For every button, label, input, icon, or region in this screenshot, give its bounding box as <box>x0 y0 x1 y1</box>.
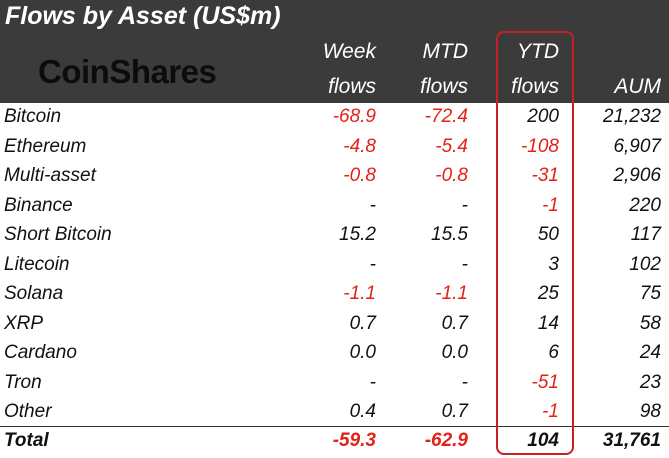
week-value: 15.2 <box>339 224 376 245</box>
asset-name: Litecoin <box>4 253 70 275</box>
asset-name: Tron <box>4 371 42 393</box>
week-value: -0.8 <box>343 165 376 186</box>
ytd-value: 14 <box>537 312 559 334</box>
total-mtd: -62.9 <box>424 430 468 451</box>
table-header: CoinShares Week flows MTD flows YTD flow… <box>0 36 669 103</box>
asset-name: Bitcoin <box>4 106 62 127</box>
aum-value: 117 <box>630 224 661 245</box>
mtd-value: 0.0 <box>441 342 468 363</box>
header-week-line2: flows <box>328 75 376 98</box>
week-value: -1.1 <box>343 283 376 304</box>
ytd-value: 200 <box>527 106 559 127</box>
table-row: Bitcoin -68.9 -72.4 200 21,232 <box>0 103 669 133</box>
week-value: - <box>369 371 376 393</box>
total-label: Total <box>4 430 49 451</box>
header-ytd-line2: flows <box>511 75 559 98</box>
mtd-value: -0.8 <box>435 165 468 186</box>
aum-value: 6,907 <box>613 135 661 157</box>
header-ytd-line1: YTD <box>517 40 559 63</box>
table-row: Tron - - -51 23 <box>0 369 669 399</box>
header-week-line1: Week <box>322 40 376 63</box>
ytd-value: 6 <box>548 342 559 363</box>
aum-value: 75 <box>639 283 661 304</box>
week-value: -68.9 <box>332 106 376 127</box>
asset-name: Multi-asset <box>4 165 96 186</box>
table-row: Binance - - -1 220 <box>0 192 669 222</box>
table-row: Litecoin - - 3 102 <box>0 251 669 281</box>
title-bar: Flows by Asset (US$m) <box>0 0 669 36</box>
total-ytd: 104 <box>527 430 559 451</box>
coinshares-logo: CoinShares <box>38 53 217 90</box>
table-row: XRP 0.7 0.7 14 58 <box>0 310 669 340</box>
aum-value: 220 <box>629 194 661 216</box>
aum-value: 23 <box>639 371 661 393</box>
table-row: Ethereum -4.8 -5.4 -108 6,907 <box>0 133 669 163</box>
total-row: Total -59.3 -62.9 104 31,761 <box>0 427 669 458</box>
mtd-value: - <box>461 371 468 393</box>
mtd-value: -1.1 <box>435 283 468 304</box>
ytd-value: -51 <box>531 371 559 393</box>
week-value: 0.4 <box>349 401 376 422</box>
week-value: 0.0 <box>349 342 376 363</box>
ytd-value: -108 <box>520 135 559 157</box>
aum-value: 24 <box>639 342 661 363</box>
week-value: - <box>369 194 376 216</box>
asset-name: Ethereum <box>4 135 87 157</box>
ytd-value: 3 <box>548 253 559 275</box>
header-mtd-line1: MTD <box>422 40 469 63</box>
ytd-value: 25 <box>537 283 559 304</box>
total-divider <box>0 426 669 427</box>
mtd-value: 15.5 <box>431 224 468 245</box>
week-value: 0.7 <box>349 312 376 334</box>
mtd-value: - <box>461 194 468 216</box>
ytd-value: 50 <box>537 224 559 245</box>
ytd-value: -1 <box>542 194 559 216</box>
mtd-value: 0.7 <box>441 312 468 334</box>
mtd-value: -5.4 <box>435 135 468 157</box>
table-title: Flows by Asset (US$m) <box>5 2 281 30</box>
aum-value: 58 <box>639 312 661 334</box>
table-row: Other 0.4 0.7 -1 98 <box>0 398 669 428</box>
asset-name: Solana <box>4 283 64 304</box>
aum-value: 102 <box>629 253 661 275</box>
aum-value: 2,906 <box>613 165 661 186</box>
week-value: - <box>369 253 376 275</box>
asset-name: Short Bitcoin <box>4 224 112 245</box>
table-row: Solana -1.1 -1.1 25 75 <box>0 280 669 310</box>
asset-name: Binance <box>4 194 73 216</box>
asset-name: Other <box>4 401 52 422</box>
mtd-value: 0.7 <box>441 401 468 422</box>
table-row: Multi-asset -0.8 -0.8 -31 2,906 <box>0 162 669 192</box>
total-aum: 31,761 <box>602 430 661 451</box>
total-week: -59.3 <box>332 430 376 451</box>
header-mtd-line2: flows <box>420 75 468 98</box>
mtd-value: -72.4 <box>424 106 468 127</box>
mtd-value: - <box>461 253 468 275</box>
asset-name: XRP <box>4 312 44 334</box>
asset-name: Cardano <box>4 342 77 363</box>
week-value: -4.8 <box>343 135 376 157</box>
aum-value: 98 <box>639 401 661 422</box>
header-aum-line2: AUM <box>614 75 661 98</box>
ytd-value: -31 <box>531 165 559 186</box>
table-row: Cardano 0.0 0.0 6 24 <box>0 339 669 369</box>
table-row: Short Bitcoin 15.2 15.5 50 117 <box>0 221 669 251</box>
aum-value: 21,232 <box>602 106 661 127</box>
ytd-value: -1 <box>542 401 559 422</box>
